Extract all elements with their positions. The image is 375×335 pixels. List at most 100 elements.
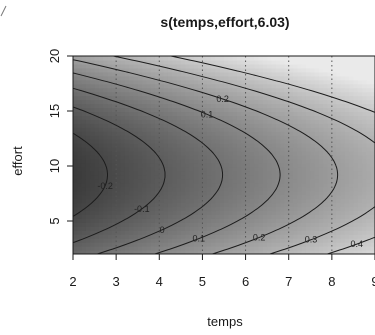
heat-cell: [137, 186, 143, 192]
heat-cell: [215, 194, 221, 200]
heat-cell: [116, 186, 122, 192]
x-tick-label: 6: [242, 274, 249, 289]
heat-cell: [172, 218, 178, 223]
heat-cell: [124, 147, 130, 152]
heat-cell: [267, 91, 273, 97]
heat-cell: [340, 226, 346, 231]
heat-cell: [349, 143, 355, 148]
heat-cell: [232, 107, 238, 113]
heat-cell: [129, 198, 134, 204]
heat-cell: [297, 162, 303, 168]
heat-cell: [362, 67, 367, 73]
heat-cell: [189, 91, 195, 97]
heat-cell: [349, 87, 355, 93]
heat-cell: [124, 174, 130, 180]
heat-cell: [262, 186, 268, 192]
heat-cell: [366, 158, 372, 164]
heat-cell: [353, 178, 359, 184]
heat-cell: [318, 83, 324, 89]
heat-cell: [232, 214, 238, 219]
heat-cell: [189, 238, 195, 243]
heat-cell: [176, 222, 182, 227]
heat-cell: [245, 87, 251, 93]
heat-cell: [288, 198, 294, 204]
heat-cell: [236, 155, 242, 160]
heat-cell: [297, 151, 303, 156]
heat-cell: [193, 155, 199, 160]
heat-cell: [150, 143, 156, 148]
heat-cell: [293, 111, 298, 116]
heat-cell: [146, 182, 152, 188]
heat-cell: [336, 151, 342, 156]
heat-cell: [370, 210, 375, 215]
heat-cell: [241, 174, 247, 180]
heat-cell: [262, 206, 268, 212]
heat-cell: [146, 115, 152, 120]
heat-cell: [370, 119, 375, 124]
heat-cell: [271, 71, 277, 77]
heat-cell: [94, 119, 100, 124]
heat-cell: [254, 246, 260, 251]
heat-cell: [293, 123, 298, 128]
heat-cell: [288, 99, 294, 105]
heat-cell: [111, 147, 117, 152]
heat-cell: [198, 174, 204, 180]
heat-cell: [172, 170, 178, 176]
heat-cell: [254, 131, 260, 136]
heat-cell: [245, 230, 251, 235]
heat-cell: [198, 230, 204, 235]
heat-cell: [150, 194, 156, 200]
heat-cell: [323, 166, 329, 172]
heat-cell: [271, 158, 277, 164]
heat-cell: [198, 99, 204, 105]
heat-cell: [267, 107, 273, 113]
heat-cell: [228, 87, 234, 93]
heat-cell: [258, 75, 264, 81]
heat-cell: [318, 127, 324, 132]
heat-cell: [133, 143, 139, 148]
heat-cell: [271, 147, 277, 152]
heat-cell: [176, 174, 182, 180]
heat-cell: [366, 115, 372, 120]
heat-cell: [331, 174, 337, 180]
heat-cell: [362, 214, 367, 219]
heat-cell: [245, 56, 251, 61]
heat-cell: [284, 230, 290, 235]
heat-cell: [275, 151, 281, 156]
heat-cell: [116, 158, 122, 164]
heat-cell: [77, 103, 83, 109]
heat-cell: [275, 115, 281, 120]
heat-cell: [284, 210, 290, 215]
heat-cell: [73, 194, 78, 200]
heat-cell: [211, 139, 216, 144]
heat-cell: [142, 87, 147, 93]
heat-cell: [189, 119, 195, 124]
heat-cell: [219, 63, 225, 69]
heat-cell: [362, 155, 367, 160]
heat-cell: [323, 139, 329, 144]
heat-cell: [353, 182, 359, 188]
heat-cell: [73, 234, 78, 239]
heat-cell: [94, 178, 100, 184]
heat-cell: [85, 67, 91, 73]
heat-cell: [349, 242, 355, 247]
heat-cell: [297, 190, 303, 196]
heat-cell: [77, 158, 83, 164]
heat-cell: [310, 143, 316, 148]
heat-cell: [98, 202, 104, 208]
heat-cell: [293, 99, 298, 105]
heat-cell: [142, 190, 147, 196]
heat-cell: [172, 206, 178, 212]
heat-cell: [254, 158, 260, 164]
heat-cell: [211, 103, 216, 109]
heat-cell: [366, 230, 372, 235]
heat-cell: [370, 79, 375, 85]
heat-cell: [116, 131, 122, 136]
heat-cell: [288, 166, 294, 172]
heat-cell: [146, 59, 152, 65]
heat-cell: [353, 95, 359, 101]
heat-cell: [85, 91, 91, 97]
heat-cell: [258, 99, 264, 105]
heat-cell: [224, 107, 229, 113]
heat-cell: [172, 182, 178, 188]
